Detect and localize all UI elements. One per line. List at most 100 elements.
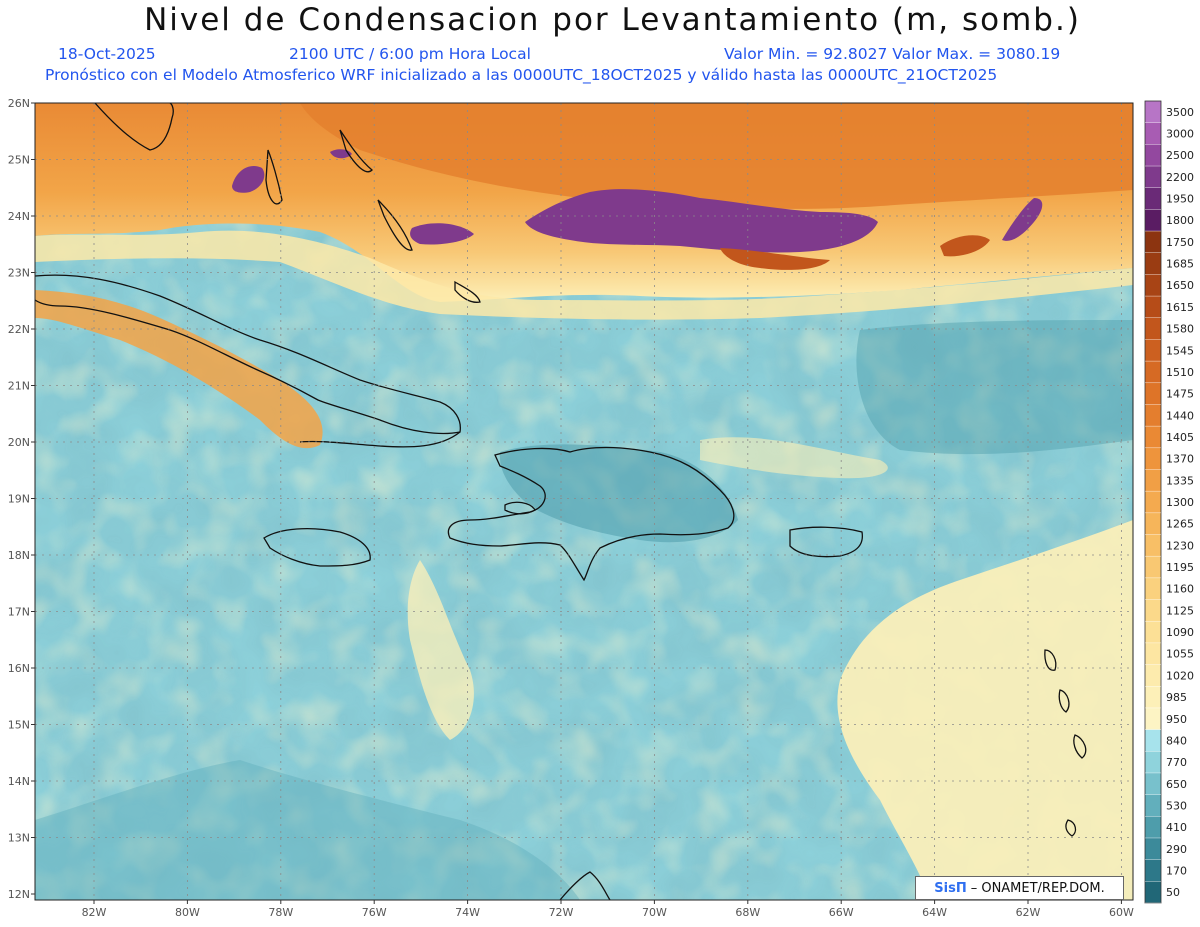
colorbar-label: 2200	[1166, 171, 1194, 184]
north-light-band	[35, 230, 1133, 320]
colorbar-swatch	[1145, 816, 1161, 839]
colorbar-swatch	[1145, 621, 1161, 644]
latitude-labels: 26N 25N 24N 23N 22N 21N 20N 19N 18N 17N 16N 15N 14N 1…	[8, 97, 35, 901]
colorbar-label: 1650	[1166, 279, 1194, 292]
colorbar-label: 530	[1166, 799, 1187, 812]
coast-puerto-rico	[789, 526, 864, 558]
north-orange-core	[300, 103, 1133, 209]
colorbar-swatch	[1145, 859, 1161, 882]
coast-bahamas-2	[339, 129, 373, 173]
colorbar-label: 1160	[1166, 583, 1194, 596]
purple-max-4	[1002, 198, 1043, 241]
lat-label: 12N	[8, 888, 30, 901]
value-min-max: Valor Min. = 92.8027 Valor Max. = 3080.1…	[724, 45, 1061, 63]
colorbar-swatch	[1145, 729, 1161, 752]
lon-label: 74W	[455, 906, 480, 919]
central-dry-streak	[407, 560, 474, 740]
colorbar-swatch	[1145, 166, 1161, 189]
colorbar-label: 770	[1166, 756, 1187, 769]
coast-lesser-antilles-1	[1044, 649, 1057, 671]
colorbar-label: 1615	[1166, 301, 1194, 314]
east-teal	[856, 320, 1133, 455]
orange-patch-2	[940, 235, 990, 257]
map-frame	[34, 102, 1134, 901]
colorbar-label: 1440	[1166, 409, 1194, 422]
lat-label: 15N	[8, 719, 30, 732]
colorbar-swatch	[1145, 296, 1161, 319]
colorbar-label: 1230	[1166, 539, 1194, 552]
colorbar-label: 1685	[1166, 258, 1194, 271]
colorbar-label: 1475	[1166, 388, 1194, 401]
lat-label: 24N	[8, 210, 30, 223]
colorbar-label: 1090	[1166, 626, 1194, 639]
colorbar-swatch	[1145, 686, 1161, 709]
cuba-warm-band	[35, 290, 323, 449]
colorbar-label: 1125	[1166, 604, 1194, 617]
colorbar-swatch	[1145, 274, 1161, 297]
coast-gonave	[504, 501, 536, 515]
colorbar-label: 1405	[1166, 431, 1194, 444]
lat-label: 26N	[8, 97, 30, 110]
lon-label: 80W	[175, 906, 200, 919]
colorbar-swatch	[1145, 642, 1161, 665]
colorbar-label: 3500	[1166, 106, 1194, 119]
colorbar-swatch	[1145, 252, 1161, 275]
colorbar-swatch	[1145, 209, 1161, 232]
colorbar-label: 1750	[1166, 236, 1194, 249]
coast-lesser-antilles-3	[1073, 734, 1087, 759]
colorbar-label: 1265	[1166, 518, 1194, 531]
colorbar-swatch	[1145, 426, 1161, 449]
lat-label: 17N	[8, 606, 30, 619]
lat-label: 16N	[8, 662, 30, 675]
colorbar-label: 1055	[1166, 648, 1194, 661]
colorbar-swatch	[1145, 794, 1161, 817]
colorbar-label: 1950	[1166, 193, 1194, 206]
colorbar-label: 170	[1166, 864, 1187, 877]
colorbar-label: 1800	[1166, 214, 1194, 227]
colorbar-label: 840	[1166, 734, 1187, 747]
colorbar-swatch	[1145, 382, 1161, 405]
colorbar-swatch	[1145, 577, 1161, 600]
lon-label: 64W	[922, 906, 947, 919]
colorbar-swatch	[1145, 339, 1161, 362]
colorbar-swatch	[1145, 144, 1161, 167]
coast-lesser-antilles-4	[1065, 819, 1077, 837]
lon-label: 78W	[268, 906, 293, 919]
colorbar-label: 1195	[1166, 561, 1194, 574]
graticule	[35, 103, 1133, 900]
colorbar-label: 1335	[1166, 474, 1194, 487]
south-teal	[35, 760, 580, 900]
colorbar-swatch	[1145, 404, 1161, 427]
lat-label: 21N	[8, 380, 30, 393]
colorbar-label: 1545	[1166, 344, 1194, 357]
colorbar-swatch	[1145, 317, 1161, 340]
colorbar-label: 2500	[1166, 149, 1194, 162]
lat-label: 23N	[8, 267, 30, 280]
colorbar-swatch	[1145, 469, 1161, 492]
coast-venezuela	[559, 871, 611, 900]
lon-label: 72W	[549, 906, 574, 919]
lat-label: 25N	[8, 154, 30, 167]
credit-brand: SisΠ	[934, 880, 967, 896]
lat-label: 14N	[8, 775, 30, 788]
colorbar-swatch	[1145, 599, 1161, 622]
coast-bahamas-3	[377, 199, 413, 251]
purple-max-1	[525, 189, 878, 253]
forecast-date: 18-Oct-2025	[58, 45, 156, 63]
coast-florida	[94, 103, 174, 151]
colorbar-swatch	[1145, 881, 1161, 904]
southeast-dry-region	[837, 520, 1133, 900]
coast-cuba	[35, 274, 461, 435]
colorbar-swatch	[1145, 534, 1161, 557]
lon-label: 66W	[829, 906, 854, 919]
colorbar-label: 3000	[1166, 128, 1194, 141]
colorbar-label: 50	[1166, 886, 1180, 899]
colorbar-label: 985	[1166, 691, 1187, 704]
colorbar-swatch	[1145, 101, 1161, 123]
lon-label: 62W	[1016, 906, 1041, 919]
colorbar-swatch	[1145, 664, 1161, 687]
colorbar: 3500 3000 2500 2200 1950 1800 1750 1685 1650 1615…	[1144, 100, 1194, 904]
colorbar-swatch	[1145, 751, 1161, 774]
colorbar-swatch	[1145, 231, 1161, 254]
coast-bahamas-1	[265, 149, 283, 205]
